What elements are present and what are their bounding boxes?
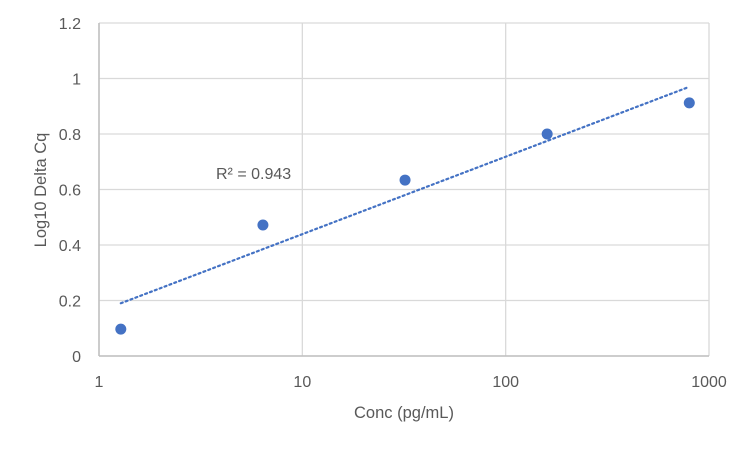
y-axis-title: Log10 Delta Cq: [32, 133, 50, 248]
x-tick-label: 100: [492, 374, 519, 391]
y-tick-label: 0.2: [59, 294, 81, 311]
y-tick-label: 1: [72, 72, 81, 89]
trendline: [119, 85, 691, 305]
x-axis-title: Conc (pg/mL): [354, 404, 454, 422]
y-tick-label: 0.8: [59, 127, 81, 144]
r-squared-label: R² = 0.943: [216, 166, 291, 183]
x-tick-label: 1: [95, 374, 104, 391]
y-tick-label: 1.2: [59, 16, 81, 33]
y-tick-label: 0: [72, 349, 81, 366]
data-point: [399, 174, 411, 186]
y-tick-label: 0.4: [59, 238, 81, 255]
data-point: [115, 323, 127, 335]
data-point: [683, 97, 695, 109]
x-tick-label: 1000: [691, 374, 727, 391]
y-tick-label: 0.6: [59, 183, 81, 200]
data-point: [257, 219, 269, 231]
data-point: [541, 128, 553, 140]
x-tick-label: 10: [293, 374, 311, 391]
